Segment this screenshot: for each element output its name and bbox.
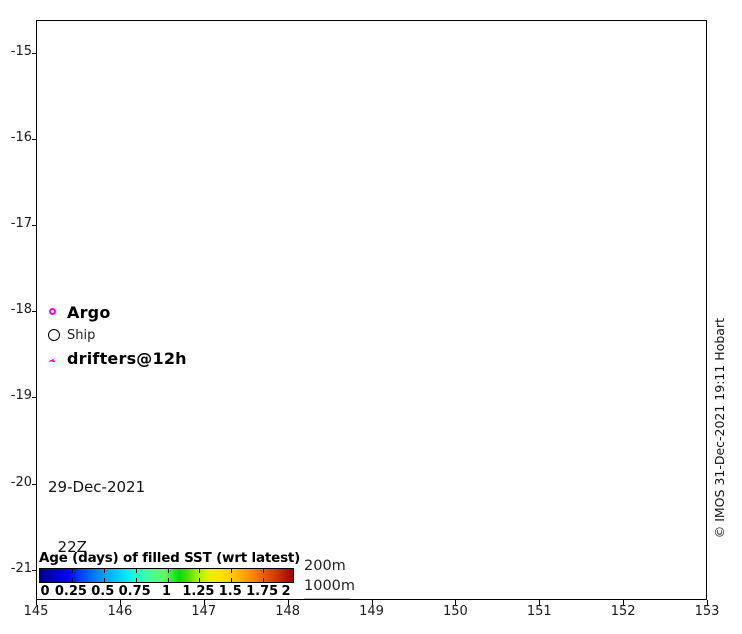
- sst-age-raster-canvas[interactable]: [37, 21, 706, 599]
- colorbar-tick-1: 0.25: [54, 584, 87, 599]
- map-axes[interactable]: Argo Ship drifters@12h 29-Dec-2021 22: [36, 20, 707, 600]
- x-tick-label-8: 153: [694, 604, 720, 619]
- colorbar-gradient[interactable]: [39, 568, 294, 583]
- y-tick-mark-0: [32, 52, 37, 54]
- x-tick-mark-5: [455, 600, 457, 605]
- x-tick-mark-2: [203, 600, 205, 605]
- colorbar-tick-labels: 0 0.25 0.5 0.75 1 1.25 1.5 1.75 2: [39, 584, 294, 599]
- x-tick-label-2: 147: [191, 604, 217, 619]
- ship-marker-icon: [45, 327, 67, 345]
- info-block: 29-Dec-2021 22Z NRT00 GSL 28-Dec 06:00Z …: [48, 438, 173, 600]
- colorbar-title: Age (days) of filled SST (wrt latest): [39, 550, 301, 566]
- y-tick-mark-1: [32, 138, 37, 140]
- legend-label-drifters: drifters@12h: [67, 349, 187, 368]
- colorbar-tickmark-3: [135, 569, 137, 573]
- x-tick-mark-4: [371, 600, 373, 605]
- legend-item-ship[interactable]: Ship: [45, 324, 187, 347]
- y-tick-mark-5: [32, 483, 37, 485]
- colorbar-tickmark-5: [199, 569, 201, 573]
- colorbar-tickmark-2: [103, 569, 105, 573]
- x-tick-mark-3: [287, 600, 289, 605]
- colorbar-tick-4: 1: [161, 584, 172, 599]
- drifter-marker-icon: [45, 350, 67, 368]
- drifter-arrow-glyph: [48, 357, 57, 362]
- y-tick-mark-2: [32, 225, 37, 227]
- y-tick-label-1: -16: [10, 129, 32, 145]
- colorbar-tickmark-low-6: [231, 578, 233, 582]
- colorbar-tickmark-low-1: [71, 578, 73, 582]
- colorbar-tick-3: 0.75: [118, 584, 151, 599]
- colorbar-tickmark-low-7: [263, 578, 265, 582]
- x-tick-mark-7: [623, 600, 625, 605]
- x-tick-label-3: 148: [275, 604, 301, 619]
- colorbar-tick-5: 1.25: [182, 584, 215, 599]
- colorbar-tick-8: 2: [281, 584, 291, 599]
- legend-label-ship: Ship: [67, 328, 96, 343]
- y-tick-label-4: -19: [10, 388, 32, 404]
- colorbar-tickmark-low-2: [103, 578, 105, 582]
- x-tick-mark-1: [119, 600, 121, 605]
- colorbar-tick-2: 0.5: [91, 584, 115, 599]
- colorbar-tickmark-low-3: [135, 578, 137, 582]
- y-tick-mark-3: [32, 311, 37, 313]
- y-tick-mark-6: [32, 569, 37, 571]
- colorbar-tickmark-low-4: [167, 578, 169, 582]
- x-tick-label-0: 145: [23, 604, 49, 619]
- colorbar-tickmark-6: [231, 569, 233, 573]
- colorbar-tick-0: 0: [40, 584, 50, 599]
- depth-line-sample: [304, 598, 350, 599]
- x-tick-mark-0: [36, 600, 37, 605]
- x-tick-mark-8: [707, 600, 708, 605]
- depth-contour-key: 200m 1000m: [304, 557, 356, 599]
- x-tick-label-7: 152: [610, 604, 636, 619]
- argo-marker-icon: [45, 304, 67, 322]
- y-tick-label-6: -21: [10, 560, 32, 576]
- info-line-hour: 22Z: [48, 537, 87, 556]
- info-line-date: 29-Dec-2021: [48, 477, 146, 496]
- map-legend: Argo Ship drifters@12h: [45, 301, 187, 370]
- colorbar-tickmark-low-5: [199, 578, 201, 582]
- x-tick-label-1: 146: [107, 604, 133, 619]
- colorbar-tick-6: 1.5: [218, 584, 242, 599]
- y-tick-mark-4: [32, 397, 37, 399]
- colorbar-tickmark-7: [263, 569, 265, 573]
- x-tick-label-5: 150: [442, 604, 468, 619]
- credit-text: © IMOS 31-Dec-2021 19:11 Hobart: [712, 318, 727, 539]
- info-line-product: NRT00 GSL: [48, 598, 173, 600]
- x-tick-label-4: 149: [359, 604, 384, 619]
- y-tick-label-0: -15: [10, 43, 32, 59]
- legend-item-argo[interactable]: Argo: [45, 301, 187, 324]
- depth-label-1000m: 1000m: [304, 577, 356, 594]
- colorbar-tick-7: 1.75: [246, 584, 279, 599]
- depth-label-200m: 200m: [304, 558, 346, 574]
- x-tick-label-6: 151: [526, 604, 552, 619]
- colorbar-tickmark-1: [71, 569, 73, 573]
- y-tick-label-3: -18: [10, 302, 32, 318]
- y-tick-label-5: -20: [10, 474, 32, 490]
- y-tick-label-2: -17: [10, 216, 32, 232]
- legend-item-drifters[interactable]: drifters@12h: [45, 347, 187, 370]
- x-tick-mark-6: [539, 600, 541, 605]
- colorbar-tickmark-4: [167, 569, 169, 573]
- legend-label-argo: Argo: [67, 303, 111, 322]
